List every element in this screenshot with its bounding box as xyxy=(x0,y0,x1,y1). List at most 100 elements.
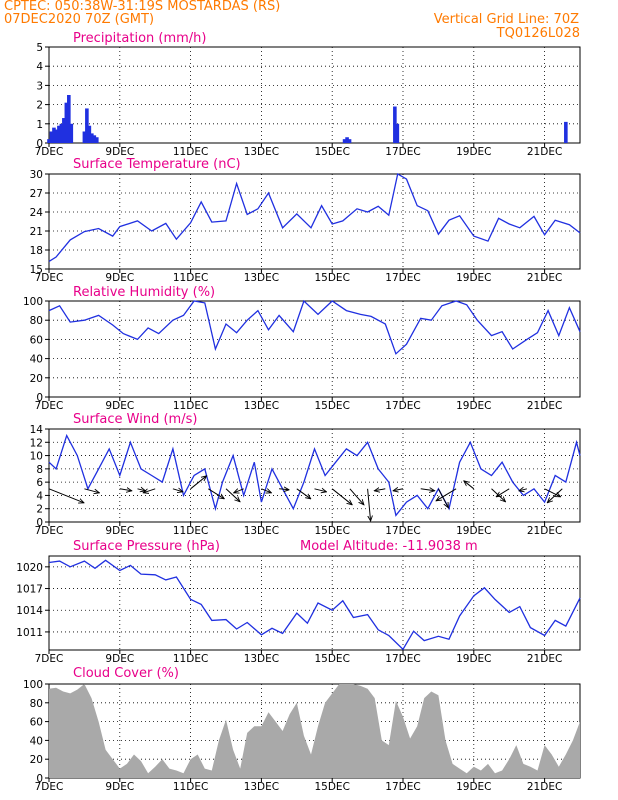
precip-bar xyxy=(52,127,56,143)
rh-ytick-label: 80 xyxy=(30,315,43,327)
precip-xtick-label: 11DEC xyxy=(173,146,208,158)
cloud-xtick-label: 21DEC xyxy=(527,781,562,793)
wind-vector xyxy=(225,488,240,502)
temp-xtick-label: 13DEC xyxy=(244,272,279,284)
temp-ytick-label: 30 xyxy=(30,169,43,181)
wind-vector xyxy=(547,488,563,503)
wind-line xyxy=(48,433,581,517)
wind-xtick-label: 7DEC xyxy=(35,525,64,537)
precip-bar xyxy=(82,131,87,143)
press-xtick-label: 11DEC xyxy=(173,653,208,665)
wind-vector xyxy=(137,489,146,491)
wind-vector xyxy=(496,488,510,497)
pressure-title: Surface Pressure (hPa) xyxy=(73,539,220,554)
wind-ytick-label: 2 xyxy=(36,504,43,516)
wind-vector xyxy=(172,489,183,492)
precip-bar xyxy=(59,123,64,143)
wind-vector xyxy=(143,488,156,493)
wind-vector xyxy=(393,489,404,491)
humidity-title: Relative Humidity (%) xyxy=(73,285,215,300)
precip-bar xyxy=(54,129,59,143)
temp-ytick-label: 18 xyxy=(30,245,43,257)
rh-line xyxy=(48,299,581,355)
temp-frame xyxy=(48,173,581,270)
cloud-xtick-label: 17DEC xyxy=(385,781,420,793)
rh-xtick-label: 11DEC xyxy=(173,400,208,412)
wind-xtick-label: 9DEC xyxy=(105,525,134,537)
wind-xtick-label: 13DEC xyxy=(244,525,279,537)
precip-bar xyxy=(94,137,99,143)
press-ytick-label: 1017 xyxy=(16,584,43,596)
wind-xtick-label: 17DEC xyxy=(385,525,420,537)
precip-xtick-label: 19DEC xyxy=(456,146,491,158)
wind-ytick-label: 6 xyxy=(36,477,43,489)
precip-bar xyxy=(393,106,397,143)
precip-ytick-label: 2 xyxy=(36,100,43,112)
wind-vector xyxy=(279,489,289,490)
rh-ytick-label: 60 xyxy=(30,334,43,346)
precip-bar xyxy=(69,123,74,143)
wind-vector xyxy=(331,488,352,505)
wind-vector xyxy=(519,489,528,491)
rh-xtick-label: 7DEC xyxy=(35,400,64,412)
cloud-xtick-label: 9DEC xyxy=(105,781,134,793)
station-label: CPTEC: 050:38W-31:19S MOSTARDAS (RS) xyxy=(4,0,281,14)
wind-vector xyxy=(420,489,435,491)
temp-ytick-label: 24 xyxy=(30,207,44,219)
press-xtick-label: 21DEC xyxy=(527,653,562,665)
press-frame xyxy=(48,555,581,651)
cloud-ytick-label: 80 xyxy=(30,698,43,710)
temp-xtick-label: 15DEC xyxy=(314,272,349,284)
code-label: TQ0126L028 xyxy=(496,26,580,41)
rh-xtick-label: 15DEC xyxy=(314,400,349,412)
precip-xtick-label: 9DEC xyxy=(105,146,134,158)
precip-bar xyxy=(342,139,347,143)
wind-frame xyxy=(48,428,581,523)
precip-ytick-label: 5 xyxy=(36,42,43,54)
precip-xtick-label: 17DEC xyxy=(385,146,420,158)
wind-vector xyxy=(234,489,244,493)
press-xtick-label: 13DEC xyxy=(244,653,279,665)
precip-ytick-label: 1 xyxy=(36,119,43,131)
precip-xtick-label: 7DEC xyxy=(35,146,64,158)
precip-bar xyxy=(67,95,71,143)
precip-xtick-label: 13DEC xyxy=(244,146,279,158)
temp-ytick-label: 21 xyxy=(30,226,43,238)
wind-vector xyxy=(48,488,84,503)
run-datetime-label: 07DEC2020 70Z (GMT) xyxy=(4,12,155,27)
wind-vector xyxy=(261,489,271,493)
cloud-ytick-label: 0 xyxy=(36,773,43,785)
wind-ytick-label: 0 xyxy=(36,517,43,529)
press-xtick-label: 17DEC xyxy=(385,653,420,665)
precip-bar xyxy=(64,102,69,143)
cloud-xtick-label: 19DEC xyxy=(456,781,491,793)
wind-ytick-label: 10 xyxy=(30,451,43,463)
rh-xtick-label: 13DEC xyxy=(244,400,279,412)
wind-vector xyxy=(296,488,311,499)
temp-xtick-label: 19DEC xyxy=(456,272,491,284)
precip-bar xyxy=(57,125,61,143)
wind-ytick-label: 8 xyxy=(36,464,43,476)
grid-line-label: Vertical Grid Line: 70Z xyxy=(433,12,579,27)
rh-xtick-label: 21DEC xyxy=(527,400,562,412)
precip-frame xyxy=(48,46,581,144)
rh-ytick-label: 40 xyxy=(30,354,43,366)
wind-vector xyxy=(374,489,386,491)
wind-vector xyxy=(190,476,207,490)
model-altitude-label: Model Altitude: -11.9038 m xyxy=(300,539,478,554)
wind-ytick-label: 12 xyxy=(30,437,43,449)
cloud-xtick-label: 7DEC xyxy=(35,781,64,793)
precip-ytick-label: 0 xyxy=(36,138,43,150)
rh-xtick-label: 17DEC xyxy=(385,400,420,412)
precipitation-panel: Precipitation (mm/h)7DEC 9DEC 11DEC 13DEC 15… xyxy=(35,31,581,158)
press-ytick-label: 1011 xyxy=(16,627,43,639)
temperature-panel: Surface Temperature (nC) 7DEC 9DEC 11DEC 13D… xyxy=(30,157,581,284)
wind-vector xyxy=(436,488,457,501)
temp-line xyxy=(48,172,581,262)
precip-bar xyxy=(92,135,97,143)
wind-vector xyxy=(437,488,448,508)
precip-xtick-label: 21DEC xyxy=(527,146,562,158)
wind-xtick-label: 11DEC xyxy=(173,525,208,537)
temp-xtick-label: 7DEC xyxy=(35,272,64,284)
